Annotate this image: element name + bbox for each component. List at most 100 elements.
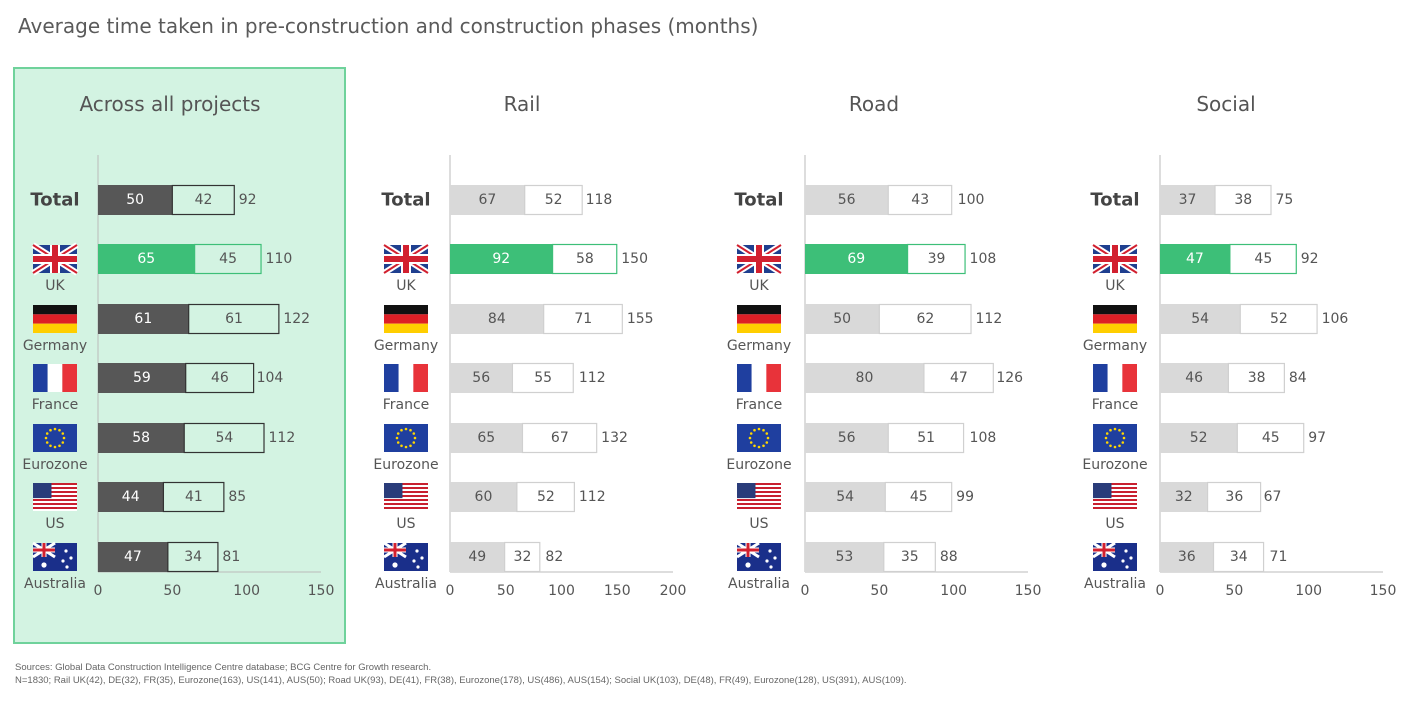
total-label: 122 [283,311,310,327]
total-label: 75 [1276,192,1294,208]
bar-segment-construction [1212,541,1265,573]
flag-star [409,428,412,432]
total-label: 97 [1308,430,1326,446]
total-label: 81 [222,549,240,565]
category-label: UK [45,278,65,294]
flag-star [1118,428,1121,432]
flag-stripe [62,364,77,392]
flag-germany-icon [33,305,77,333]
flag-canton-cross [737,548,759,552]
flag-stripe [737,493,781,495]
sources-line-1: Sources: Global Data Construction Intell… [15,662,432,673]
flag-stripe [398,364,414,392]
flag-stripe [737,487,781,489]
category-label: UK [1105,278,1125,294]
x-tick-label: 50 [497,583,515,599]
flag-stripe [1093,305,1137,315]
bar-segment-construction [521,422,598,454]
data-label: 54 [1191,311,1209,327]
category-label: France [383,397,430,413]
flag-star [762,428,765,432]
total-label: 92 [1301,251,1319,267]
total-label: 100 [958,192,985,208]
data-label: 39 [928,251,946,267]
category-label: Australia [728,576,790,592]
bar-segment-pre-construction [1160,423,1238,453]
flag-stripe [384,495,428,497]
flag-star [757,427,761,431]
data-label: 47 [950,370,968,386]
data-label: 61 [225,311,243,327]
data-label: 32 [514,549,532,565]
flag-stripe [737,495,781,497]
x-tick-label: 150 [308,583,335,599]
flag-star [61,432,65,435]
flag-star [395,436,399,440]
flag-australia-icon [1092,541,1137,571]
total-label: 88 [940,549,958,565]
flag-stripe [33,507,77,509]
bar-segment-construction [1236,422,1305,454]
category-label: Germany [727,338,791,354]
flag-star [1125,565,1129,569]
flag-canton-cross [1093,548,1115,552]
bar-segment-construction [188,303,280,335]
total-label: 82 [545,549,563,565]
flag-stripe [33,501,77,503]
flag-stripe [766,364,781,392]
flag-stripe [47,364,63,392]
x-tick-label: 50 [163,583,181,599]
total-label: 155 [627,311,654,327]
data-label: 50 [126,192,144,208]
flag-star [53,427,57,431]
flag-stripe [737,364,752,392]
flag-australia-icon [736,541,781,571]
bar-segment-pre-construction [805,185,889,215]
flag-stripe [384,503,428,505]
flag-stripe [1093,499,1137,501]
bar-segment-construction [162,481,225,513]
total-label: 71 [1270,549,1288,565]
bar-segment-construction [1214,184,1272,216]
flag-star [44,436,48,440]
flag-stripe [33,503,77,505]
data-label: 45 [1262,430,1280,446]
flag-star [1109,444,1112,448]
total-label: 112 [976,311,1003,327]
flag-stripe [384,497,428,499]
x-tick-label: 50 [1225,583,1243,599]
flag-star [765,559,769,563]
flag-star [58,444,61,448]
flag-star [1113,427,1117,431]
flag-stripe [737,509,781,511]
data-label: 50 [833,311,851,327]
flag-star [757,445,761,449]
category-label: Germany [374,338,438,354]
bar-segment-pre-construction [805,244,908,274]
data-label: 52 [1270,311,1288,327]
data-label: 47 [124,549,142,565]
total-label: 92 [239,192,257,208]
flag-eurozone-icon [1093,424,1137,452]
flag-star [1121,559,1125,563]
sources-line-2: N=1830; Rail UK(42), DE(32), FR(35), Eur… [15,675,907,686]
x-tick-label: 150 [1370,583,1397,599]
flag-eurozone-icon [33,424,77,452]
flag-stripe [384,499,428,501]
total-label: 84 [1289,370,1307,386]
flag-star [762,444,765,448]
flag-star [49,444,52,448]
data-label: 80 [856,370,874,386]
total-label: 108 [970,430,997,446]
flag-stripe [751,364,767,392]
data-label: 56 [838,192,856,208]
flag-stripe [1093,323,1137,333]
flag-stripe [413,364,428,392]
data-label: 44 [122,489,140,505]
flag-star [1105,432,1109,435]
category-label: Australia [375,576,437,592]
data-label: 67 [478,192,496,208]
flag-star [400,428,403,432]
data-label: 54 [836,489,854,505]
